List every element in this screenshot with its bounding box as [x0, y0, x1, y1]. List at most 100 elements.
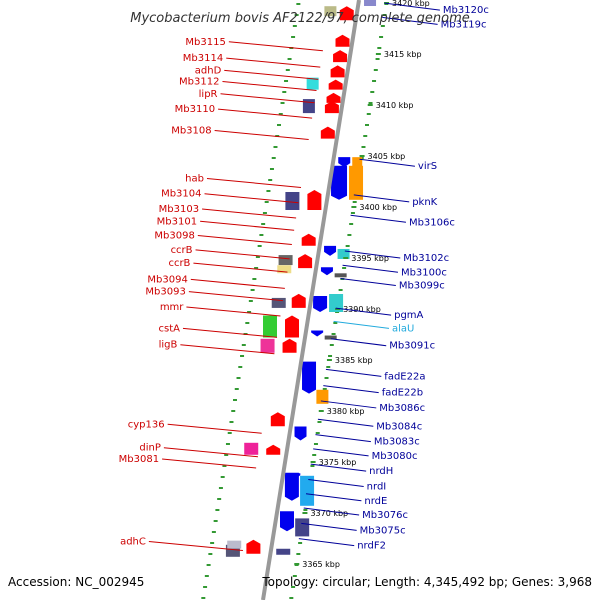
scale-label: 3365 kbp	[302, 560, 340, 569]
gene-label: Mb3075c	[360, 525, 406, 536]
gene-label: Mb3099c	[399, 281, 445, 292]
label-leader-line	[195, 249, 290, 260]
forward-gene-block	[271, 297, 286, 308]
label-leader-line	[218, 108, 313, 119]
label-leader-line	[310, 463, 367, 472]
reverse-gene-block	[320, 267, 333, 276]
reverse-gene-block	[364, 0, 377, 6]
label-leader-line	[344, 250, 401, 259]
forward-gene-block	[298, 254, 313, 269]
forward-gene-block	[270, 412, 285, 427]
label-leader-line	[325, 368, 382, 377]
forward-gene-block	[301, 233, 316, 246]
gene-label: nrdF2	[357, 541, 386, 552]
label-leader-line	[167, 423, 262, 434]
forward-gene-block	[324, 6, 337, 17]
forward-gene-block	[291, 293, 306, 308]
reverse-gene-block	[337, 248, 350, 259]
label-leader-line	[333, 320, 390, 329]
label-leader-line	[190, 278, 285, 289]
label-leader-line	[197, 235, 292, 246]
gene-label: Mb3081	[119, 454, 159, 465]
gene-label: mmr	[160, 302, 184, 313]
gene-label: Mb3110	[175, 104, 215, 115]
label-leader-line	[148, 541, 243, 552]
label-leader-line	[308, 478, 364, 487]
reverse-gene-block	[352, 157, 363, 168]
scale-label: 3395 kbp	[351, 254, 389, 263]
gene-label: Mb3083c	[374, 437, 420, 448]
reverse-gene-block	[329, 294, 344, 312]
gene-label: Mb3103	[159, 204, 199, 215]
forward-gene-block	[302, 99, 315, 114]
scale-label: 3410 kbp	[376, 101, 414, 110]
label-leader-line	[214, 130, 309, 140]
label-leader-line	[382, 16, 438, 25]
label-leader-line	[335, 307, 392, 316]
gene-label: Mb3102c	[403, 253, 449, 264]
gene-label: fadE22a	[384, 371, 425, 382]
forward-gene-block	[326, 92, 341, 103]
gene-label: Mb3101	[157, 216, 197, 227]
scale-label: 3420 kbp	[392, 0, 430, 8]
label-leader-lines	[148, 2, 440, 552]
forward-gene-block	[328, 79, 343, 90]
label-leader-line	[350, 214, 407, 223]
gene-label: fadE22b	[382, 388, 423, 399]
reverse-gene-block	[331, 165, 348, 200]
label-leader-line	[301, 522, 357, 531]
label-leader-line	[163, 447, 258, 458]
forward-gene-block	[330, 65, 345, 78]
label-leader-line	[180, 344, 275, 355]
gene-label: Mb3120c	[443, 5, 489, 16]
label-leader-line	[202, 208, 297, 219]
gene-label: Mb3093	[145, 287, 185, 298]
reverse-gene-block	[313, 296, 328, 312]
label-leader-line	[384, 2, 440, 11]
label-leader-line	[305, 493, 362, 502]
forward-gene-block	[333, 50, 348, 63]
gene-label: Mb3112	[179, 77, 219, 88]
label-leader-line	[303, 507, 360, 516]
label-leader-line	[226, 57, 321, 68]
forward-gene-block	[285, 192, 300, 210]
forward-gene-block	[263, 315, 277, 338]
genome-backbone	[261, 0, 361, 600]
label-leader-line	[162, 458, 257, 469]
gene-label: cyp136	[128, 419, 165, 430]
reverse-gene-block	[279, 511, 294, 532]
gene-label: hab	[185, 173, 204, 184]
scale-label: 3415 kbp	[384, 50, 422, 59]
scale-label: 3390 kbp	[343, 305, 381, 314]
label-leader-line	[320, 400, 377, 409]
reverse-gene-block	[316, 389, 329, 404]
map-title: Mycobacterium bovis AF2122/97, complete …	[130, 11, 469, 26]
gene-label: dinP	[139, 443, 161, 454]
gene-label: nrdI	[367, 481, 387, 492]
gene-label: Mb3076c	[362, 510, 408, 521]
reverse-gene-block	[300, 475, 315, 506]
gene-label: adhD	[195, 65, 222, 76]
scale-label: 3370 kbp	[310, 509, 348, 518]
label-leader-line	[188, 291, 283, 302]
label-leader-line	[330, 338, 387, 347]
gene-label: Mb3108	[171, 126, 211, 137]
reverse-gene-block	[324, 335, 337, 340]
label-leader-line	[206, 177, 302, 188]
label-leader-line	[204, 193, 299, 204]
gene-label: Mb3100c	[401, 267, 447, 278]
gene-label: Mb3119c	[441, 19, 487, 30]
forward-gene-block	[277, 265, 292, 274]
scale-label: 3385 kbp	[335, 356, 373, 365]
label-leader-line	[359, 158, 415, 167]
label-leader-line	[342, 264, 399, 273]
gene-label: Mb3098	[154, 231, 194, 242]
gene-label: pknK	[412, 197, 437, 208]
reverse-gene-block	[349, 165, 364, 200]
gene-label: ccrB	[168, 258, 190, 269]
reverse-gene-block	[302, 361, 317, 394]
gene-features	[225, 0, 377, 557]
scale-label: 3405 kbp	[368, 152, 406, 161]
